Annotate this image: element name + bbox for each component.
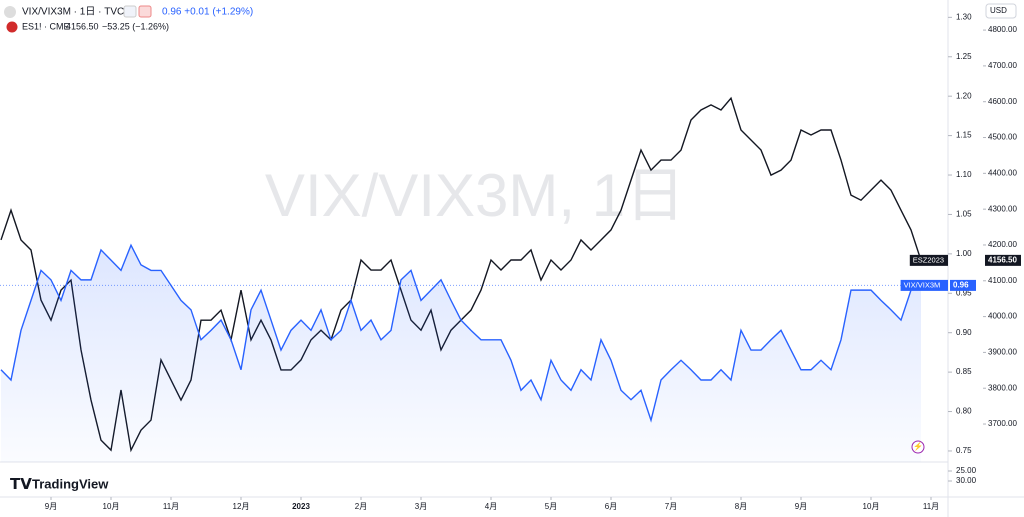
y-tick-label: 1.25 — [956, 52, 972, 61]
x-tick-label: 6月 — [605, 502, 617, 511]
last-value-tag — [950, 279, 976, 291]
x-tick-label: 5月 — [545, 502, 557, 511]
y2-tick-label: 4100.00 — [988, 276, 1017, 285]
brand: TradingView — [32, 476, 109, 491]
y-tick-label: 1.30 — [956, 12, 972, 21]
alert-icon[interactable] — [911, 440, 925, 454]
main-symbol: VIX/VIX3M · 1日 · TVC — [22, 7, 124, 18]
y-tick-label: 1.10 — [956, 170, 972, 179]
y-tick-label: 1.15 — [956, 131, 972, 140]
lower-tick-label: 25.00 — [956, 466, 977, 475]
last-value-label: 0.96 — [953, 281, 969, 290]
lower-tick-label: 30.00 — [956, 476, 977, 485]
y2-tick-label: 4700.00 — [988, 61, 1017, 70]
y2-tick-label: 3800.00 — [988, 383, 1017, 392]
y2-tick-label: 4500.00 — [988, 133, 1017, 142]
y2-tick-label: 4600.00 — [988, 97, 1017, 106]
y2-tick-label: 4300.00 — [988, 204, 1017, 213]
x-tick-label: 3月 — [415, 502, 427, 511]
symbol-icon — [6, 21, 18, 33]
y2-tick-label: 3700.00 — [988, 419, 1017, 428]
second-change: −53.25 (−1.26%) — [102, 21, 169, 31]
series-tag-label: ESZ2023 — [913, 255, 944, 264]
y2-tick-label: 3900.00 — [988, 348, 1017, 357]
y-tick-label: 0.95 — [956, 288, 972, 297]
y2-tick-label: 4800.00 — [988, 25, 1017, 34]
series-tag — [900, 279, 948, 291]
series-area — [1, 245, 921, 462]
y-tick-label: 1.00 — [956, 249, 972, 258]
menu-button[interactable] — [123, 5, 137, 18]
x-tick-label: 8月 — [735, 502, 747, 511]
x-tick-label: 10月 — [103, 502, 120, 511]
symbol-icon — [4, 6, 16, 18]
x-tick-label: 2023 — [292, 502, 310, 511]
x-tick-label: 11月 — [923, 502, 939, 511]
y-tick-label: 0.75 — [956, 446, 972, 455]
x-tick-label: 4月 — [485, 502, 497, 511]
alert-icon-glyph: ⚡ — [913, 441, 923, 451]
x-tick-label: 10月 — [863, 502, 880, 511]
x-tick-label: 2月 — [355, 502, 367, 511]
x-tick-label: 11月 — [163, 502, 179, 511]
second-symbol: ES1! · CME — [22, 21, 70, 31]
series-line — [0, 243, 922, 423]
second-price: 4156.50 — [66, 21, 99, 31]
last-value-tag — [985, 254, 1021, 266]
x-tick-label: 12月 — [233, 502, 250, 511]
x-tick-label: 9月 — [795, 502, 807, 511]
y-tick-label: 1.20 — [956, 91, 972, 100]
brand-logo: 𝗧𝗩 — [10, 476, 32, 493]
series-tag — [909, 254, 948, 266]
currency-button[interactable] — [985, 3, 1017, 19]
y-tick-label: 0.90 — [956, 328, 972, 337]
y-tick-label: 0.80 — [956, 407, 972, 416]
x-tick-label: 7月 — [665, 502, 677, 511]
y-tick-label: 0.85 — [956, 367, 972, 376]
y-tick-label: 1.05 — [956, 210, 972, 219]
y2-tick-label: 4200.00 — [988, 240, 1017, 249]
y2-tick-label: 4400.00 — [988, 168, 1017, 177]
y2-tick-label: 4000.00 — [988, 312, 1017, 321]
plot — [0, 96, 948, 462]
series-tag-label: VIX/VIX3M — [904, 280, 941, 289]
menu-button[interactable] — [138, 5, 152, 18]
last-value-label: 4156.50 — [988, 255, 1017, 264]
main-quote: 0.96 +0.01 (+1.29%) — [162, 7, 253, 18]
x-tick-label: 9月 — [45, 502, 57, 511]
currency: USD — [990, 6, 1007, 15]
watermark: VIX/VIX3M, 1日 — [265, 162, 685, 229]
